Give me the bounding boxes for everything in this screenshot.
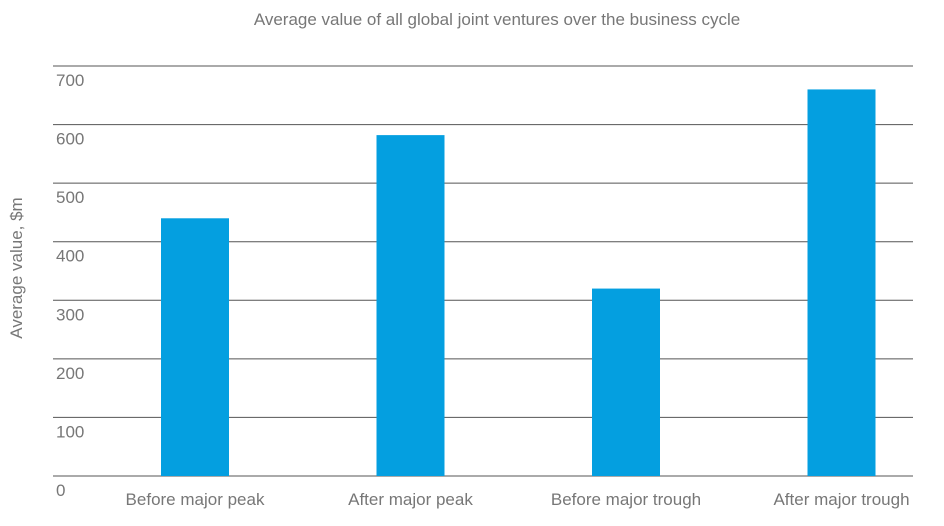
x-tick-labels: Before major peak After major peak Before … — [126, 490, 910, 509]
y-tick-label: 600 — [56, 130, 84, 149]
x-tick-label: After major trough — [773, 490, 909, 509]
x-tick-label: After major peak — [348, 490, 473, 509]
chart-title: Average value of all global joint ventur… — [254, 10, 740, 29]
bar — [807, 89, 876, 476]
y-tick-label: 200 — [56, 364, 84, 383]
y-tick-label: 0 — [56, 481, 65, 500]
y-tick-labels: 0 100 200 300 400 500 600 700 — [56, 71, 84, 500]
y-axis-label: Average value, $m — [7, 197, 26, 338]
bars — [161, 89, 876, 477]
x-tick-label: Before major peak — [126, 490, 265, 509]
bar — [592, 288, 660, 476]
y-tick-label: 100 — [56, 422, 84, 441]
y-tick-label: 400 — [56, 247, 84, 266]
bar — [376, 135, 445, 476]
y-tick-label: 500 — [56, 188, 84, 207]
y-tick-label: 300 — [56, 305, 84, 324]
x-tick-label: Before major trough — [551, 490, 701, 509]
bar — [161, 218, 229, 477]
y-tick-label: 700 — [56, 71, 84, 90]
